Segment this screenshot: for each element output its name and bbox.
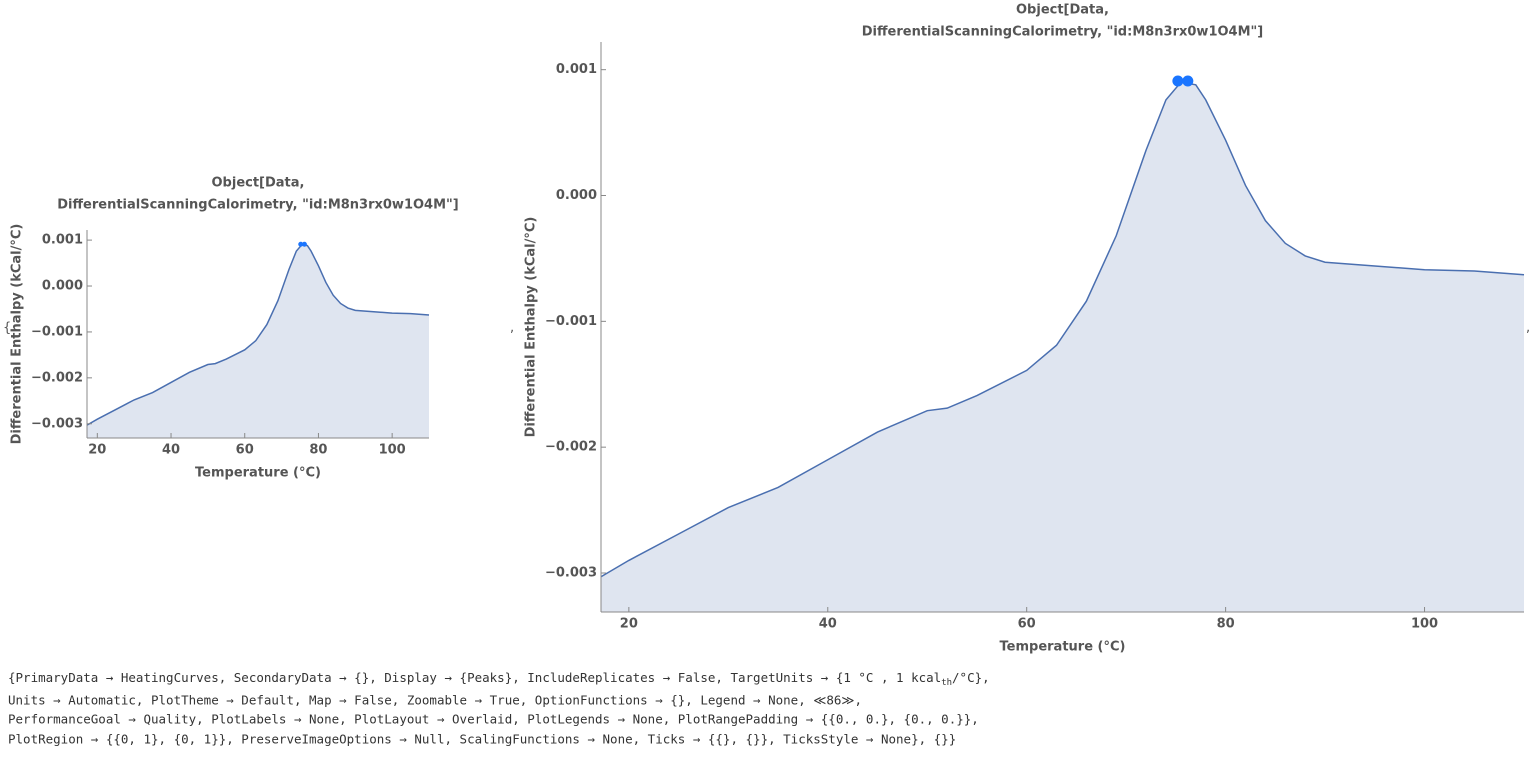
x-tick-label: 80 [1217, 617, 1235, 632]
y-tick-label: 0.001 [556, 62, 597, 77]
x-tick-label: 60 [236, 443, 254, 458]
y-tick-label: −0.001 [545, 314, 597, 329]
options-line: PerformanceGoal → Quality, PlotLabels → … [8, 712, 979, 727]
y-tick-label: −0.003 [31, 416, 83, 431]
y-tick-label: 0.000 [42, 279, 83, 294]
separator: , [1526, 321, 1530, 336]
y-tick-label: 0.000 [556, 188, 597, 203]
peak-marker [1182, 75, 1194, 87]
x-axis-label: Temperature (°C) [1000, 640, 1126, 655]
options-text: {PrimaryData → HeatingCurves, SecondaryD… [8, 670, 941, 685]
peak-marker [301, 241, 307, 247]
peak-marker [298, 241, 304, 247]
data-line [86, 243, 430, 426]
y-axis-label: Differential Enthalpy (kCal/°C) [524, 217, 539, 438]
data-line [600, 81, 1525, 578]
x-tick-label: 40 [162, 443, 180, 458]
x-axis-label: Temperature (°C) [195, 466, 321, 481]
chart-title: DifferentialScanningCalorimetry, "id:M8n… [57, 198, 459, 213]
options-line: Units → Automatic, PlotTheme → Default, … [8, 693, 862, 708]
chart-title: Object[Data, [212, 176, 305, 191]
y-axis-label: Differential Enthalpy (kCal/°C) [10, 224, 25, 445]
list-open: { [3, 321, 11, 336]
area-fill [601, 82, 1524, 613]
options-subscript: th [941, 678, 952, 688]
options-line: {PrimaryData → HeatingCurves, SecondaryD… [8, 670, 990, 688]
options-line: PlotRegion → {{0, 1}, {0, 1}}, PreserveI… [8, 732, 956, 747]
x-tick-label: 80 [309, 443, 327, 458]
x-tick-label: 20 [88, 443, 106, 458]
x-tick-label: 40 [819, 617, 837, 632]
separator: , [510, 321, 514, 336]
x-tick-label: 20 [620, 617, 638, 632]
x-tick-label: 100 [379, 443, 406, 458]
y-tick-label: −0.002 [545, 440, 597, 455]
chart-title: Object[Data, [1016, 3, 1109, 18]
peak-marker [1172, 75, 1184, 87]
area-fill [87, 244, 429, 438]
x-tick-label: 60 [1018, 617, 1036, 632]
options-text: /°C}, [952, 670, 990, 685]
x-tick-label: 100 [1411, 617, 1438, 632]
y-tick-label: −0.003 [545, 565, 597, 580]
y-tick-label: −0.002 [31, 370, 83, 385]
y-tick-label: 0.001 [42, 233, 83, 248]
y-tick-label: −0.001 [31, 324, 83, 339]
chart-title: DifferentialScanningCalorimetry, "id:M8n… [862, 25, 1264, 40]
